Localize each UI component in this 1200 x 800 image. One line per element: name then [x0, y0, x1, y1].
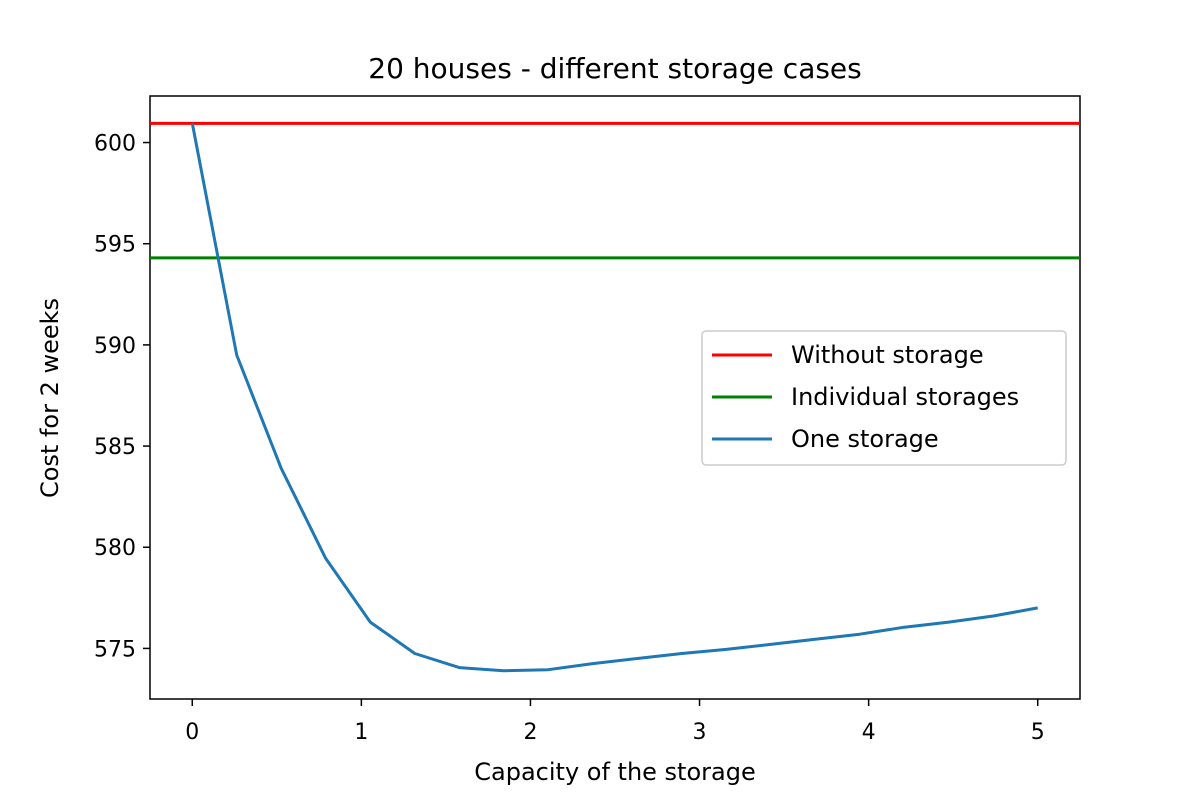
- y-tick-label: 600: [94, 132, 136, 157]
- legend-label-one-storage: One storage: [791, 425, 939, 453]
- y-tick-label: 595: [94, 233, 136, 258]
- legend: Without storage Individual storages One st…: [701, 330, 1067, 466]
- y-tick-label: 585: [94, 435, 136, 460]
- series-layer: [150, 121, 1080, 673]
- x-tick-label: 4: [862, 720, 876, 745]
- x-tick-label: 2: [523, 720, 537, 745]
- y-tick-label: 590: [94, 334, 136, 359]
- y-axis-label: Cost for 2 weeks: [36, 298, 64, 498]
- x-axis: 0 1 2 3 4 5: [185, 699, 1045, 745]
- y-tick-label: 575: [94, 637, 136, 662]
- series-line-one-storage: [190, 123, 1038, 673]
- legend-label-without-storage: Without storage: [791, 341, 984, 369]
- chart-title: 20 houses - different storage cases: [368, 52, 862, 85]
- x-axis-label: Capacity of the storage: [474, 758, 755, 786]
- y-axis: 575 580 585 590 595 600: [94, 132, 150, 662]
- x-tick-label: 1: [354, 720, 368, 745]
- legend-box: [701, 330, 1067, 466]
- plot-area: [149, 95, 1081, 700]
- x-tick-label: 5: [1031, 720, 1045, 745]
- legend-label-individual-storages: Individual storages: [791, 383, 1019, 411]
- x-tick-label: 0: [185, 720, 199, 745]
- y-tick-label: 580: [94, 536, 136, 561]
- x-tick-label: 3: [693, 720, 707, 745]
